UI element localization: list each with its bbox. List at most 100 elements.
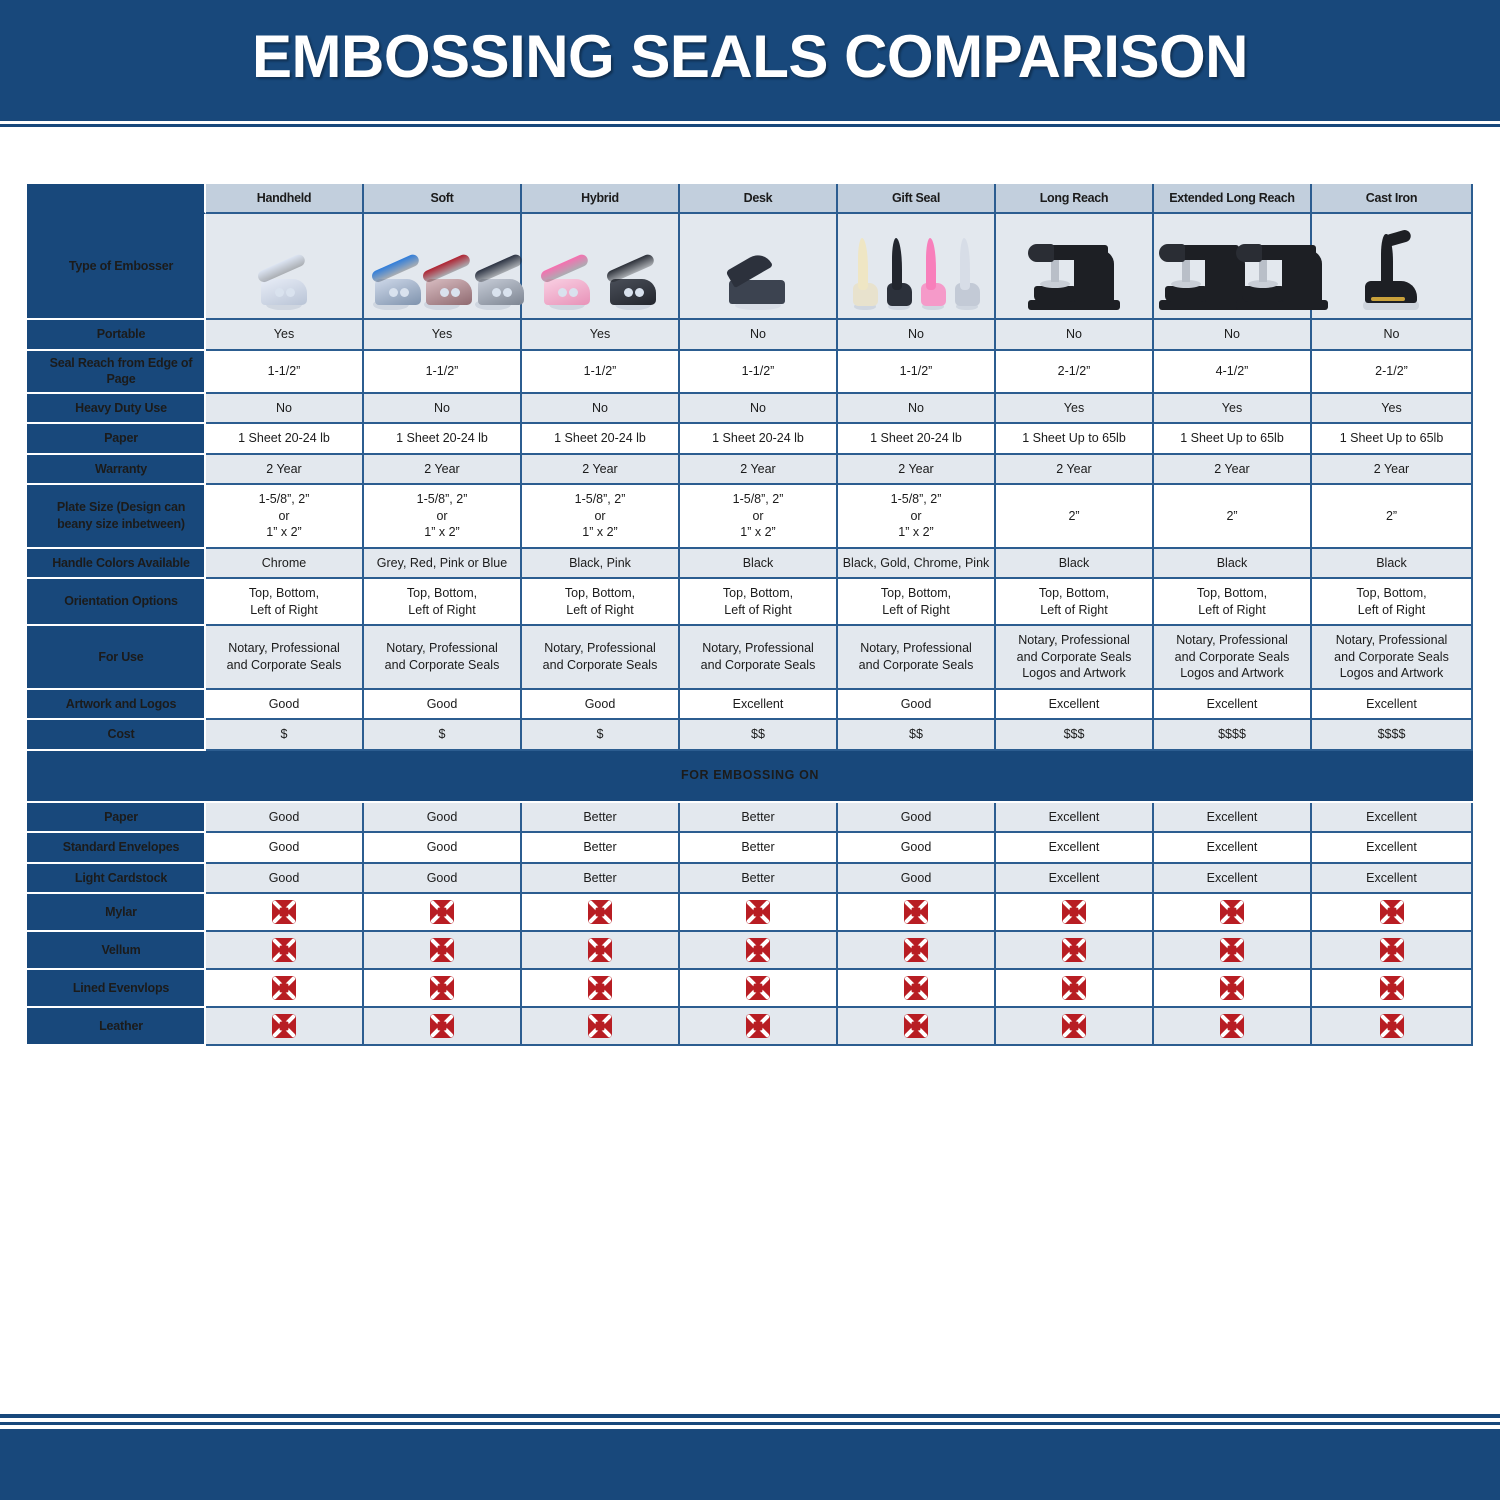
column-header-desk[interactable]: Desk xyxy=(680,184,838,214)
table-cell: Excellent xyxy=(680,689,838,720)
row-label-portable: Portable xyxy=(27,320,206,351)
table-cell: No xyxy=(1154,320,1312,351)
not-recommended-x-icon xyxy=(1379,937,1404,963)
table-cell: Excellent xyxy=(1312,863,1473,894)
column-header-hybrid[interactable]: Hybrid xyxy=(522,184,680,214)
table-cell: Good xyxy=(522,689,680,720)
not-recommended-x-icon xyxy=(429,975,455,1001)
cell-not-supported xyxy=(206,894,364,932)
embosser-image-gift-seal xyxy=(838,214,996,320)
column-header-cast-iron[interactable]: Cast Iron xyxy=(1312,184,1473,214)
table-cell: Good xyxy=(206,689,364,720)
table-cell: Notary, Professional and Corporate Seals L… xyxy=(1154,626,1312,690)
table-cell: Good xyxy=(838,863,996,894)
table-cell: Black xyxy=(680,548,838,579)
table-row: For Use Notary, Professional and Corporate… xyxy=(27,626,1473,690)
row-label-seal-reach-from-edge-of-page: Seal Reach from Edge of Page xyxy=(27,350,206,394)
embosser-glyph xyxy=(918,232,948,310)
cell-not-supported xyxy=(1312,932,1473,970)
table-cell: 1 Sheet 20-24 lb xyxy=(206,424,364,455)
column-header-extended-long-reach[interactable]: Extended Long Reach xyxy=(1154,184,1312,214)
page-header-banner: EMBOSSING SEALS COMPARISON xyxy=(0,0,1500,121)
footer-divider-blue-bottom xyxy=(0,1422,1500,1425)
table-cell: $ xyxy=(206,720,364,751)
cell-not-supported xyxy=(522,1008,680,1046)
table-cell: 1-1/2” xyxy=(838,350,996,394)
table-cell: Excellent xyxy=(1312,802,1473,833)
not-recommended-x-icon xyxy=(587,1013,613,1039)
table-cell: Top, Bottom, Left of Right xyxy=(522,579,680,626)
table-cell: $ xyxy=(522,720,680,751)
table-cell: 2 Year xyxy=(206,454,364,485)
table-cell: 1 Sheet 20-24 lb xyxy=(522,424,680,455)
table-cell: Grey, Red, Pink or Blue xyxy=(364,548,522,579)
cell-not-supported xyxy=(680,970,838,1008)
cell-not-supported xyxy=(996,932,1154,970)
table-cell: Excellent xyxy=(996,863,1154,894)
not-recommended-x-icon xyxy=(903,1013,929,1039)
table-cell: Better xyxy=(522,833,680,864)
table-row: Paper 1 Sheet 20-24 lb 1 Sheet 20-24 lb 1 S… xyxy=(27,424,1473,455)
not-recommended-x-icon xyxy=(1061,899,1087,925)
column-header-soft[interactable]: Soft xyxy=(364,184,522,214)
section-banner-row: FOR EMBOSSING ON xyxy=(27,750,1473,803)
table-cell: Excellent xyxy=(1154,833,1312,864)
cell-not-supported xyxy=(680,932,838,970)
not-recommended-x-icon xyxy=(429,1013,455,1039)
row-label-orientation-options: Orientation Options xyxy=(27,579,206,626)
cell-not-supported xyxy=(206,932,364,970)
row-label-artwork-and-logos: Artwork and Logos xyxy=(27,689,206,720)
row-label-mylar: Mylar xyxy=(27,894,206,932)
row-label-for-use: For Use xyxy=(27,626,206,690)
table-cell: Good xyxy=(206,802,364,833)
table-cell: Excellent xyxy=(1312,833,1473,864)
cell-not-supported xyxy=(680,1008,838,1046)
not-recommended-x-icon xyxy=(587,899,613,925)
table-cell: Good xyxy=(364,689,522,720)
table-cell: Yes xyxy=(1312,393,1473,424)
table-cell: Chrome xyxy=(206,548,364,579)
table-cell: 2-1/2” xyxy=(996,350,1154,394)
table-cell: Excellent xyxy=(1154,689,1312,720)
table-cell: 1 Sheet 20-24 lb xyxy=(838,424,996,455)
table-cell: No xyxy=(522,393,680,424)
cell-not-supported xyxy=(522,970,680,1008)
table-cell: Good xyxy=(364,833,522,864)
row-label-paper: Paper xyxy=(27,802,206,833)
table-cell: Black xyxy=(1312,548,1473,579)
table-cell: No xyxy=(838,320,996,351)
table-cell: $ xyxy=(364,720,522,751)
table-cell: Good xyxy=(364,863,522,894)
table-cell: 1-5/8”, 2” or 1” x 2” xyxy=(680,485,838,549)
table-row: Handle Colors Available Chrome Grey, Red, … xyxy=(27,548,1473,579)
table-row: Orientation Options Top, Bottom, Left of R… xyxy=(27,579,1473,626)
not-recommended-x-icon xyxy=(429,937,455,963)
cell-not-supported xyxy=(364,894,522,932)
column-header-handheld[interactable]: Handheld xyxy=(206,184,364,214)
not-recommended-x-icon xyxy=(271,899,297,925)
table-cell: Better xyxy=(680,833,838,864)
table-cell: Excellent xyxy=(1312,689,1473,720)
table-row: Type of Embosser xyxy=(27,214,1473,320)
table-cell: Better xyxy=(680,863,838,894)
table-cell: Notary, Professional and Corporate Seals xyxy=(838,626,996,690)
embosser-glyph xyxy=(952,232,982,310)
embosser-glyph xyxy=(1359,226,1425,310)
table-cell: Good xyxy=(838,833,996,864)
cell-not-supported xyxy=(522,894,680,932)
column-header-gift-seal[interactable]: Gift Seal xyxy=(838,184,996,214)
table-cell: 1 Sheet Up to 65lb xyxy=(1154,424,1312,455)
table-cell: Yes xyxy=(996,393,1154,424)
embosser-glyph xyxy=(1234,230,1328,310)
column-header-long-reach[interactable]: Long Reach xyxy=(996,184,1154,214)
cell-not-supported xyxy=(838,970,996,1008)
not-recommended-x-icon xyxy=(1219,975,1245,1001)
table-cell: Yes xyxy=(364,320,522,351)
header-divider-white-top xyxy=(0,121,1500,124)
cell-not-supported xyxy=(838,894,996,932)
table-cell: Better xyxy=(522,802,680,833)
table-row: Lined Evenvlops xyxy=(27,970,1473,1008)
table-cell: 2” xyxy=(1154,485,1312,549)
table-cell: Excellent xyxy=(1154,802,1312,833)
cell-not-supported xyxy=(838,1008,996,1046)
